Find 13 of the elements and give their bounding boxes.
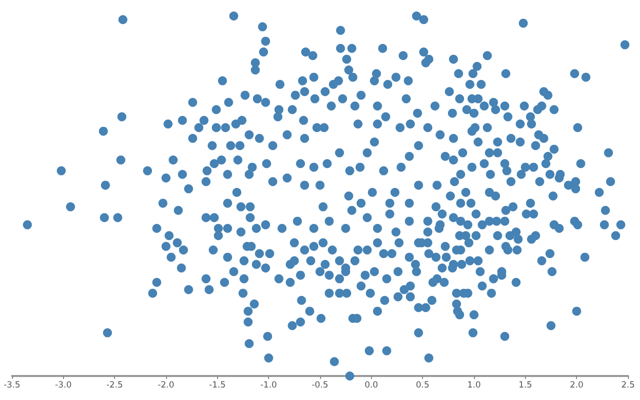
x-tick-label: 1.0 [467,380,481,390]
x-tick-label: 0.5 [416,380,430,390]
x-tick-label: 0.0 [364,380,378,390]
x-tick-label: -1.5 [209,380,226,390]
x-tick-label: -2.0 [158,380,174,390]
x-tick-label: -1.0 [260,380,277,390]
x-tick-label: 2.5 [621,380,635,390]
x-tick-label: -2.5 [106,380,123,390]
x-tick-label: 2.0 [570,380,584,390]
x-tick-label: -3.5 [4,380,20,390]
x-tick-label: -0.5 [312,380,328,390]
x-tick-label: -3.0 [55,380,72,390]
x-tick-label: 1.5 [518,380,532,390]
